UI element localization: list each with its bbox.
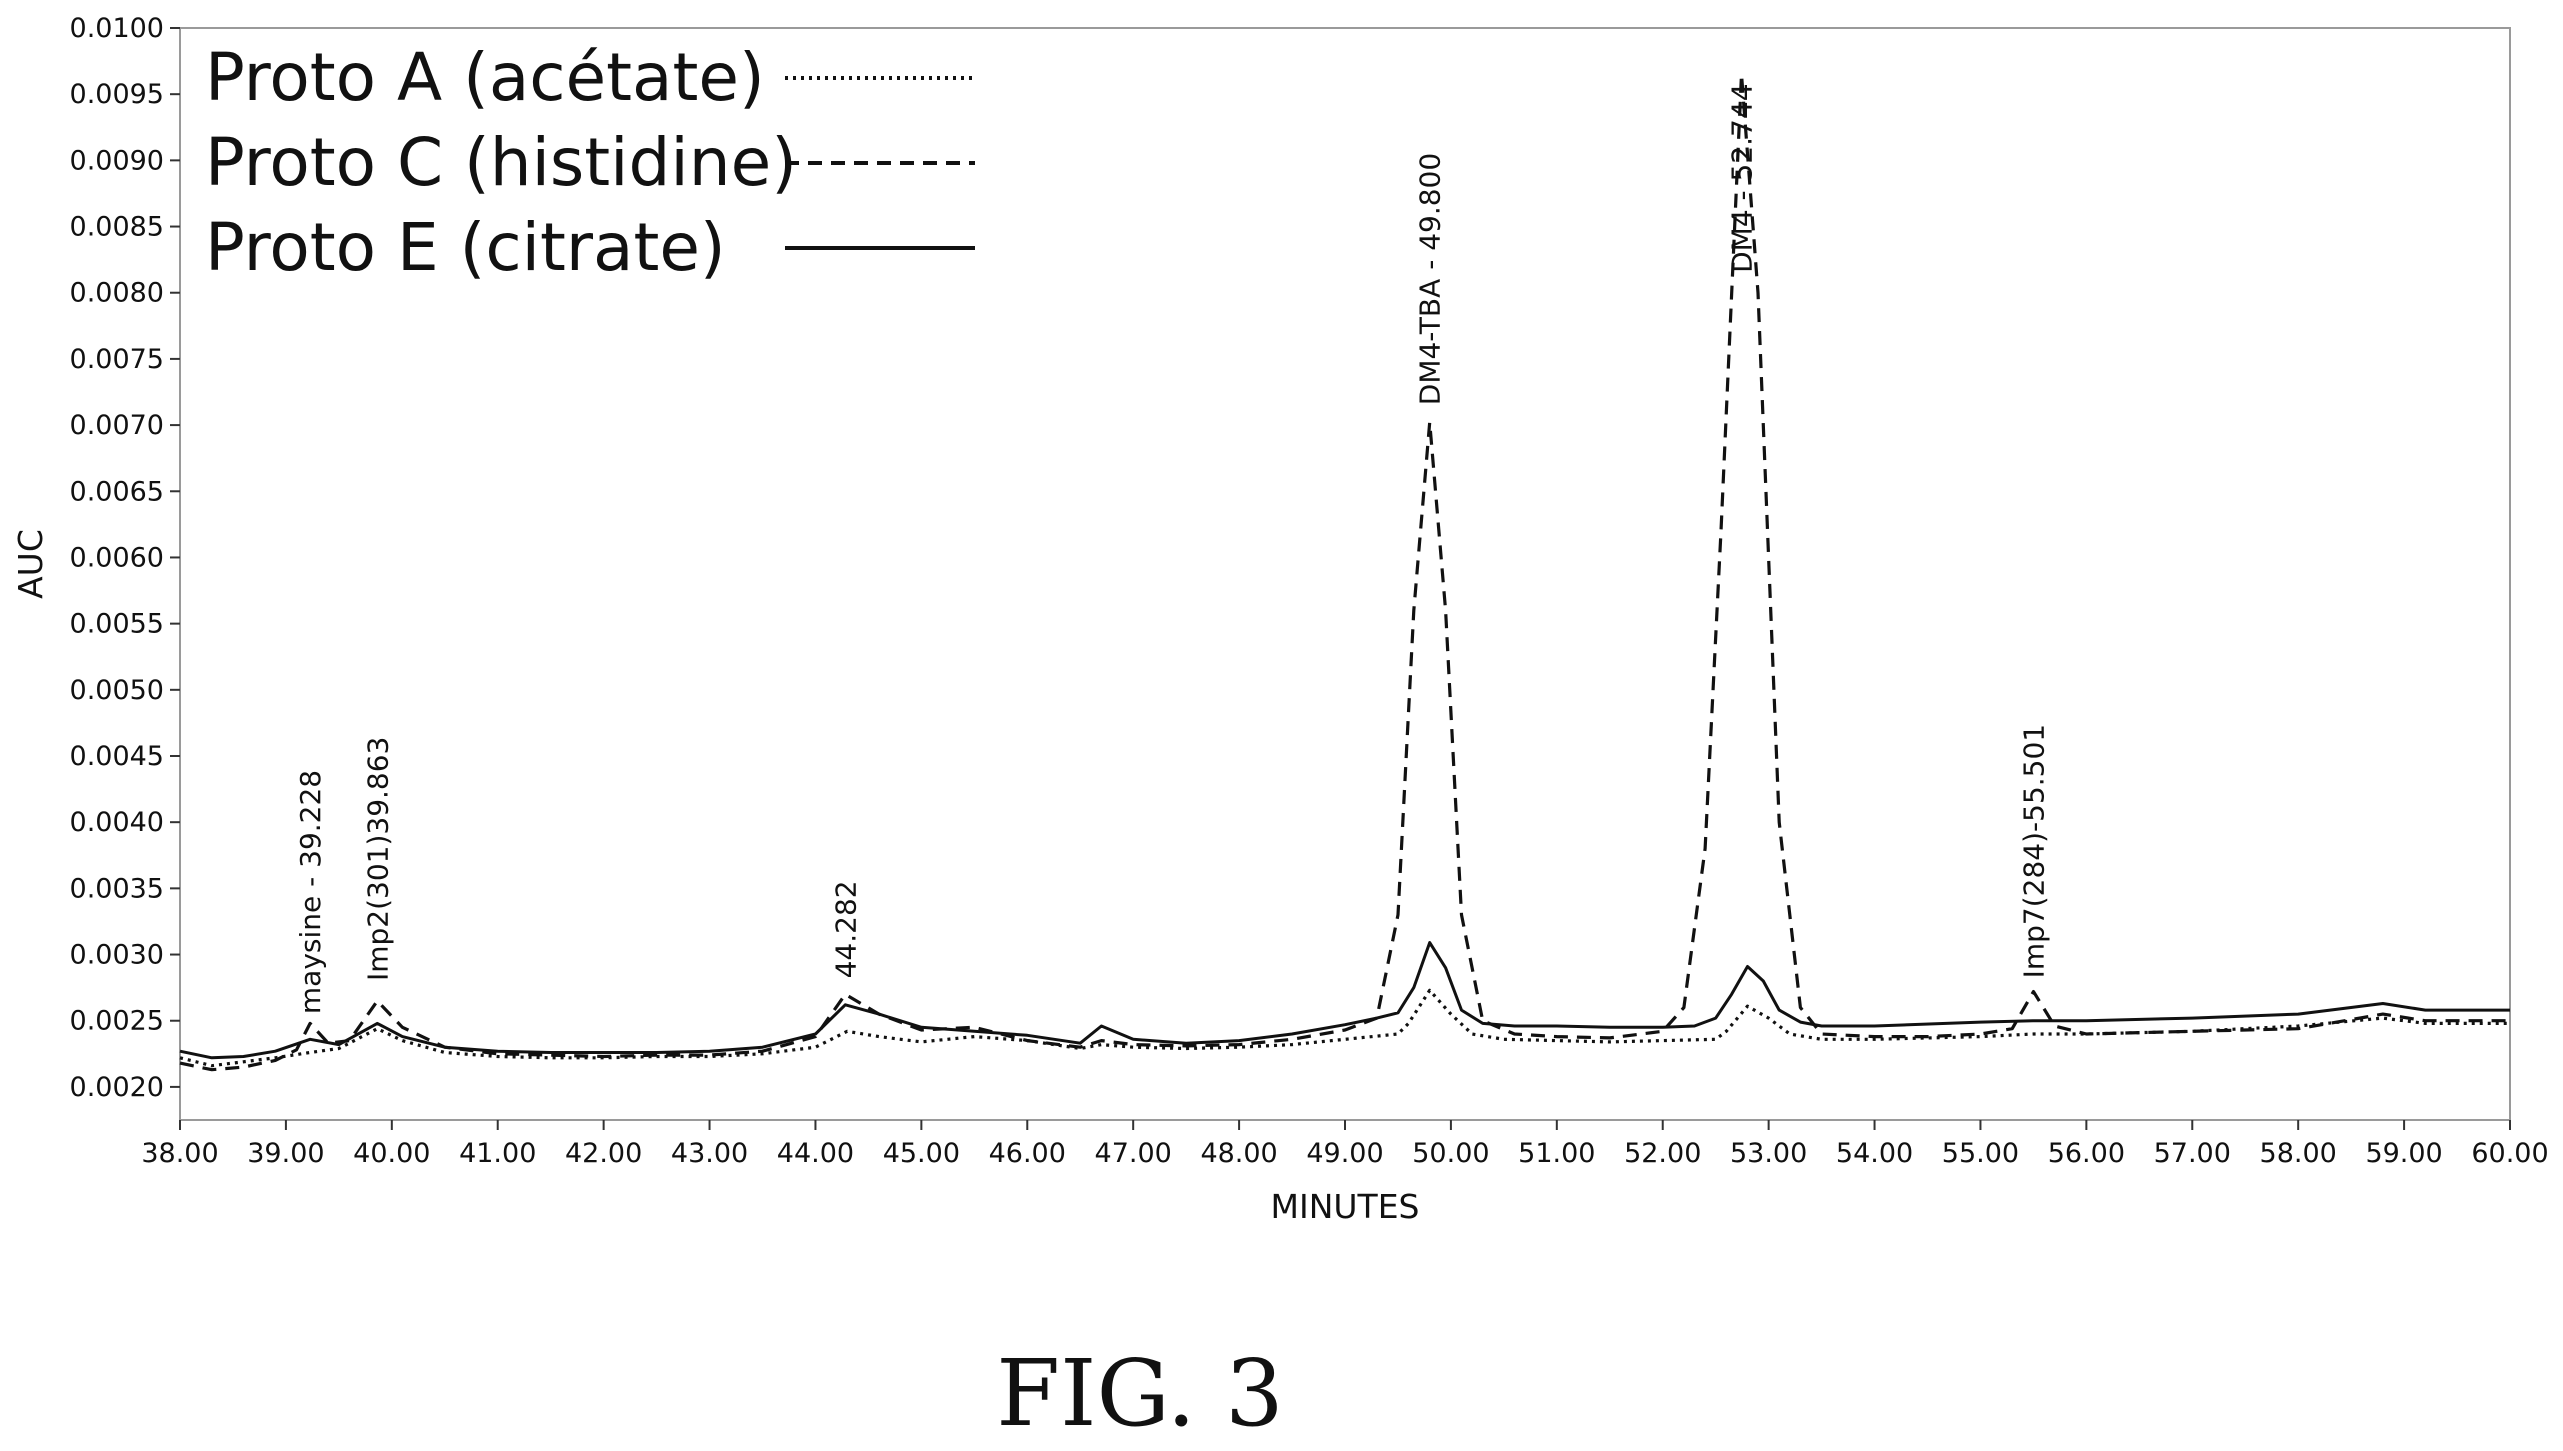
peak-label: Imp7(284)-55.501 [2018,724,2051,979]
x-tick-label: 60.00 [2471,1138,2548,1169]
x-axis-title: MINUTES [1271,1187,1420,1226]
y-tick-label: 0.0060 [70,542,164,573]
y-tick-label: 0.0045 [70,741,164,772]
y-tick-label: 0.0030 [70,940,164,971]
y-tick-label: 0.0035 [70,873,164,904]
x-tick-label: 53.00 [1730,1138,1807,1169]
y-axis-title: AUC [11,529,50,599]
x-tick-label: 58.00 [2260,1138,2337,1169]
x-tick-label: 40.00 [353,1138,430,1169]
y-tick-label: 0.0085 [70,212,164,243]
x-tick-label: 54.00 [1836,1138,1913,1169]
legend-label: Proto E (citrate) [205,209,726,286]
x-axis-ticks: 38.00 39.00 40.00 41.00 42.00 43.00 44.00 45.00… [141,1120,2549,1169]
y-tick-label: 0.0025 [70,1006,164,1037]
x-tick-label: 52.00 [1624,1138,1701,1169]
x-tick-label: 55.00 [1942,1138,2019,1169]
series-lines [179,72,2510,1072]
peak-label: DM4-TBA - 49.800 [1414,153,1447,405]
y-tick-label: 0.0065 [70,476,164,507]
x-tick-label: 47.00 [1095,1138,1172,1169]
x-tick-label: 46.00 [989,1138,1066,1169]
x-tick-label: 59.00 [2365,1138,2442,1169]
series-line-proto-e [179,941,2510,1060]
y-tick-label: 0.0040 [70,807,164,838]
y-tick-label: 0.0070 [70,410,164,441]
peak-label: DM4 - 52.744 [1726,83,1759,272]
y-tick-label: 0.0095 [70,79,164,110]
x-tick-label: 38.00 [141,1138,218,1169]
x-tick-label: 51.00 [1518,1138,1595,1169]
legend: Proto A (acétate) Proto C (histidine) Prot… [205,39,975,286]
peak-annotations: maysine - 39.228 Imp2(301)39.863 44.282 DM4… [294,83,2050,1014]
y-tick-label: 0.0080 [70,278,164,309]
peak-label: maysine - 39.228 [294,770,327,1014]
legend-item-proto-a: Proto A (acétate) [205,39,975,116]
y-tick-label: 0.0050 [70,675,164,706]
y-tick-label: 0.0020 [70,1072,164,1103]
x-tick-label: 56.00 [2048,1138,2125,1169]
y-tick-label: 0.0055 [70,609,164,640]
y-axis-ticks: 0.0020 0.0025 0.0030 0.0035 0.0040 0.0045 0.00… [70,13,180,1103]
y-tick-label: 0.0075 [70,344,164,375]
legend-item-proto-c: Proto C (histidine) [205,124,975,201]
y-tick-label: 0.0100 [70,13,164,44]
x-tick-label: 50.00 [1412,1138,1489,1169]
peak-label: 44.282 [829,880,862,978]
x-tick-label: 44.00 [777,1138,854,1169]
x-tick-label: 39.00 [247,1138,324,1169]
peak-label: Imp2(301)39.863 [361,737,394,981]
x-tick-label: 57.00 [2154,1138,2231,1169]
figure-caption: FIG. 3 [996,1340,1283,1446]
x-tick-label: 43.00 [671,1138,748,1169]
x-tick-label: 42.00 [565,1138,642,1169]
x-tick-label: 49.00 [1306,1138,1383,1169]
x-tick-label: 41.00 [459,1138,536,1169]
x-tick-label: 48.00 [1200,1138,1277,1169]
legend-label: Proto A (acétate) [205,39,765,116]
x-tick-label: 45.00 [883,1138,960,1169]
y-tick-label: 0.0090 [70,145,164,176]
legend-item-proto-e: Proto E (citrate) [205,209,975,286]
legend-label: Proto C (histidine) [205,124,797,201]
